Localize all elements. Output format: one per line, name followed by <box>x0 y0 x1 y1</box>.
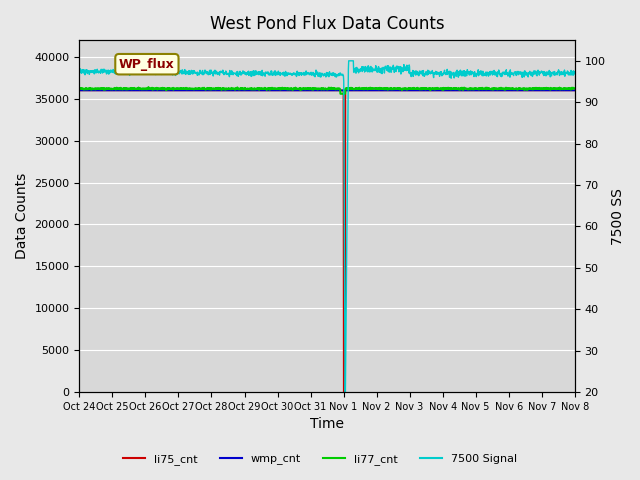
X-axis label: Time: Time <box>310 418 344 432</box>
li75_cnt <box>305 87 312 93</box>
li75_cnt <box>571 87 579 93</box>
li75_cnt <box>76 87 83 93</box>
7500 Signal <box>296 71 303 76</box>
7500 Signal <box>358 64 366 70</box>
li75_cnt <box>134 87 141 93</box>
wmp_cnt <box>305 87 312 93</box>
wmp_cnt <box>76 87 83 93</box>
li75_cnt <box>114 87 122 93</box>
li77_cnt <box>134 85 141 91</box>
7500 Signal <box>341 389 349 395</box>
li77_cnt <box>296 87 304 93</box>
Line: li77_cnt: li77_cnt <box>79 87 575 94</box>
wmp_cnt <box>134 87 141 93</box>
li77_cnt <box>571 85 579 91</box>
Legend: li75_cnt, wmp_cnt, li77_cnt, 7500 Signal: li75_cnt, wmp_cnt, li77_cnt, 7500 Signal <box>118 450 522 469</box>
li77_cnt <box>76 85 83 91</box>
Y-axis label: 7500 SS: 7500 SS <box>611 188 625 244</box>
li77_cnt <box>145 84 152 90</box>
li75_cnt <box>285 87 293 93</box>
Title: West Pond Flux Data Counts: West Pond Flux Data Counts <box>210 15 444 33</box>
Y-axis label: Data Counts: Data Counts <box>15 173 29 259</box>
wmp_cnt <box>357 87 365 93</box>
li77_cnt <box>358 86 366 92</box>
wmp_cnt <box>296 87 303 93</box>
Line: li75_cnt: li75_cnt <box>79 90 575 392</box>
7500 Signal <box>285 72 293 77</box>
li77_cnt <box>286 86 294 92</box>
li75_cnt <box>340 389 348 395</box>
Line: 7500 Signal: 7500 Signal <box>79 61 575 392</box>
wmp_cnt <box>571 87 579 93</box>
7500 Signal <box>305 70 312 76</box>
li75_cnt <box>358 87 365 93</box>
li77_cnt <box>114 86 122 92</box>
7500 Signal <box>114 69 122 75</box>
7500 Signal <box>345 58 353 64</box>
li75_cnt <box>296 87 303 93</box>
wmp_cnt <box>285 87 293 93</box>
7500 Signal <box>571 69 579 75</box>
wmp_cnt <box>114 87 122 93</box>
li77_cnt <box>305 86 313 92</box>
Text: WP_flux: WP_flux <box>119 58 175 71</box>
li77_cnt <box>337 91 344 96</box>
7500 Signal <box>76 71 83 76</box>
7500 Signal <box>134 70 141 75</box>
